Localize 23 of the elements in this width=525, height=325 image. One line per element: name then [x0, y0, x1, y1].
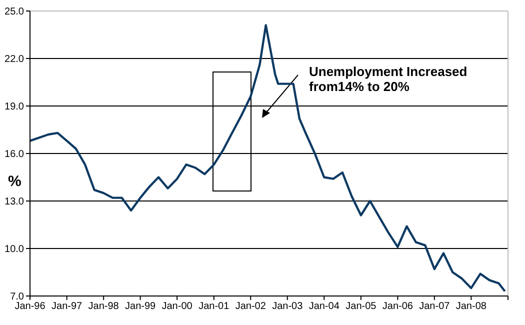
x-tick-label: Jan-96	[14, 301, 46, 312]
x-tick-label: Jan-98	[88, 301, 120, 312]
y-tick-label: 10.0	[4, 244, 24, 256]
annotation: Unemployment Increased from14% to 20%	[309, 64, 468, 94]
x-tick-label: Jan-03	[272, 301, 304, 312]
y-axis-title: %	[8, 173, 22, 190]
x-tick-label: Jan-05	[346, 301, 377, 312]
x-tick-label: Jan-00	[162, 301, 193, 312]
x-tick-label: Jan-02	[235, 301, 266, 312]
line-series	[30, 24, 506, 292]
y-tick-label: 16.0	[4, 149, 24, 160]
x-tick-label: Jan-08	[456, 301, 487, 312]
y-tick-label: 22.0	[4, 54, 24, 66]
x-tick-label: Jan-97	[52, 301, 83, 312]
y-tick-label: 7.0	[10, 292, 24, 303]
y-tick-label: 25.0	[4, 6, 24, 18]
y-tick-label: 19.0	[4, 102, 24, 113]
x-tick-label: Jan-01	[198, 301, 230, 312]
y-tick-label: 13.0	[4, 196, 24, 208]
x-tick-label: Jan-99	[125, 301, 156, 312]
x-tick-label: Jan-04	[308, 301, 340, 312]
x-tick-label: Jan-06	[382, 301, 414, 312]
x-tick-label: Jan-07	[419, 301, 450, 312]
